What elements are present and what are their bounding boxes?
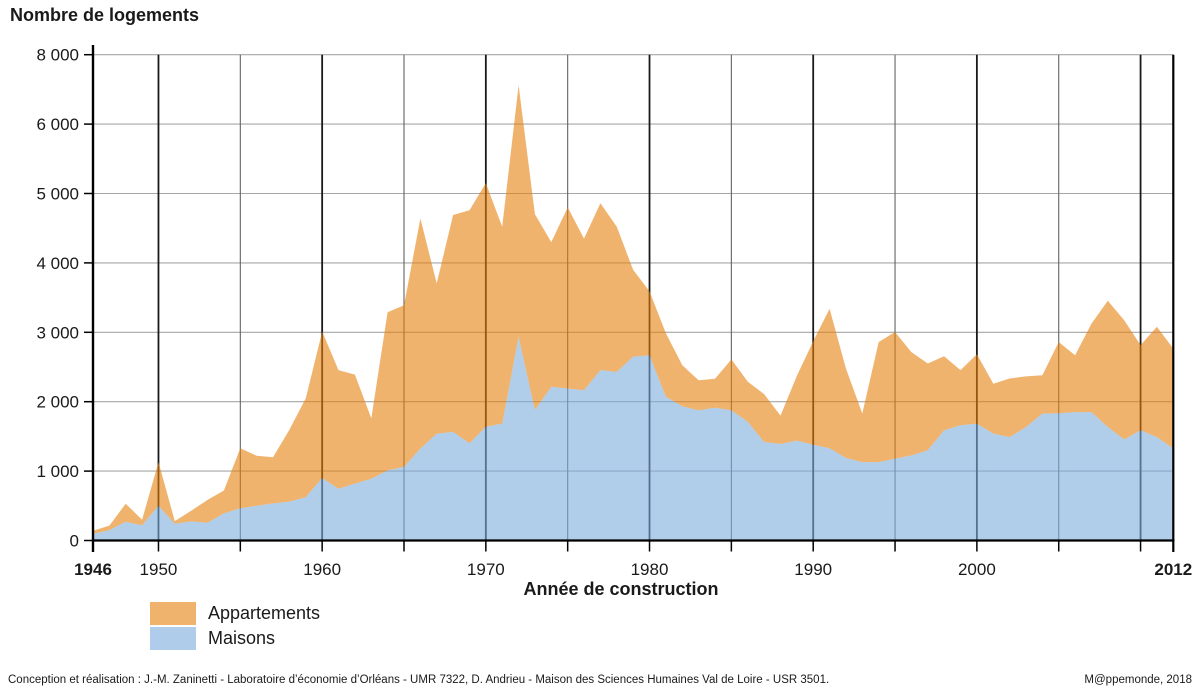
legend-swatch-appartements: [150, 602, 196, 625]
legend-item-maisons: Maisons: [150, 627, 320, 650]
x-tick-label: 2012: [1154, 560, 1192, 579]
y-tick-label: 8 000: [36, 46, 79, 65]
y-tick-label: 6 000: [36, 115, 79, 134]
x-tick-label: 1990: [794, 560, 832, 579]
x-tick-label: 1960: [303, 560, 341, 579]
footer-source: M@ppemonde, 2018: [1084, 674, 1192, 686]
x-tick-label: 1946: [74, 560, 112, 579]
x-tick-label: 1980: [631, 560, 669, 579]
legend-label-appartements: Appartements: [208, 603, 321, 623]
y-tick-label: 1 000: [36, 462, 79, 481]
x-tick-label: 1950: [140, 560, 178, 579]
y-tick-label: 0: [70, 532, 79, 551]
x-tick-label: 2000: [958, 560, 996, 579]
x-axis-title: Année de construction: [523, 579, 719, 599]
y-tick-label: 5 000: [36, 185, 79, 204]
appartements-area: [93, 85, 1174, 534]
area-chart: 0 1 000 2 000 3 000 4 000 5 000 6 000 8 000 1946…: [36, 45, 1192, 579]
chart-title: Nombre de logements: [10, 5, 200, 25]
y-tick-label: 3 000: [36, 323, 79, 342]
y-tick-label: 4 000: [36, 254, 79, 273]
maisons-area: [93, 336, 1174, 541]
footer-credits: Conception et réalisation : J.-M. Zanine…: [8, 674, 830, 686]
y-tick-label: 2 000: [36, 393, 79, 412]
legend-swatch-maisons: [150, 627, 196, 650]
legend-item-appartements: Appartements: [150, 602, 320, 625]
legend: Appartements Maisons: [150, 602, 320, 650]
x-tick-label: 1970: [467, 560, 505, 579]
legend-label-maisons: Maisons: [208, 628, 276, 648]
